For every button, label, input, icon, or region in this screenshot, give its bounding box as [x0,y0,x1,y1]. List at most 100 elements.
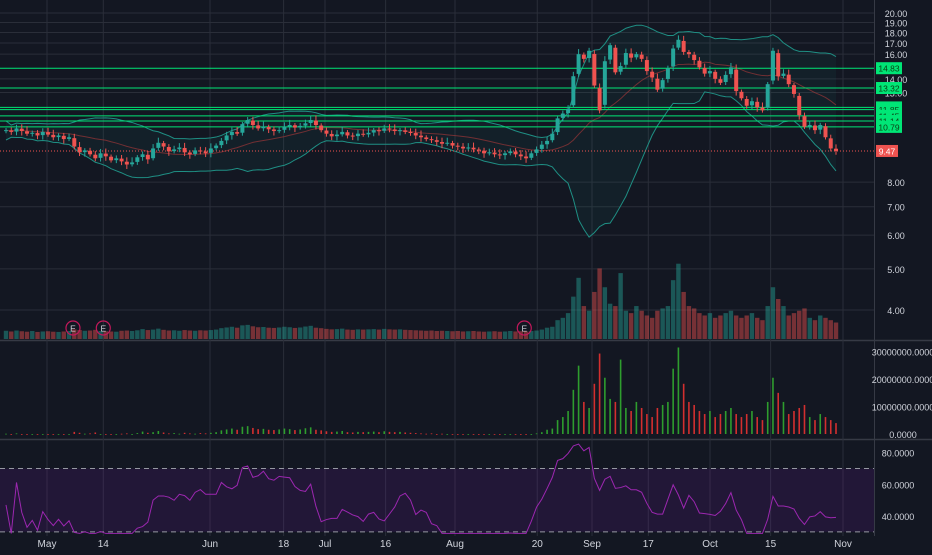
candle-body[interactable] [340,131,345,135]
candle-body[interactable] [592,53,597,86]
candle-body[interactable] [429,139,434,141]
candle-body[interactable] [786,74,791,85]
candle-body[interactable] [250,120,255,126]
candle-body[interactable] [229,131,234,136]
candle-body[interactable] [650,71,655,78]
candle-body[interactable] [271,129,276,132]
candle-body[interactable] [30,132,35,134]
candle-body[interactable] [791,85,796,94]
candle-body[interactable] [697,60,702,68]
candle-body[interactable] [503,153,508,156]
candle-body[interactable] [292,125,297,128]
candle-body[interactable] [802,116,807,127]
candle-body[interactable] [40,131,45,136]
candle-body[interactable] [681,40,686,52]
candle-body[interactable] [566,108,571,114]
earnings-marker[interactable] [95,320,111,336]
earnings-marker[interactable] [516,320,532,336]
candle-body[interactable] [382,128,387,131]
candle-body[interactable] [376,130,381,132]
candle-body[interactable] [256,125,261,129]
candle-body[interactable] [723,74,728,83]
candle-body[interactable] [760,107,765,111]
candle-body[interactable] [455,145,460,147]
candle-body[interactable] [277,130,282,132]
candle-body[interactable] [46,132,51,135]
candle-body[interactable] [214,145,219,149]
candle-body[interactable] [613,47,618,73]
candle-body[interactable] [707,71,712,74]
candle-body[interactable] [671,48,676,67]
candle-body[interactable] [313,120,318,126]
candle-body[interactable] [702,67,707,74]
candle-body[interactable] [156,142,161,148]
candle-body[interactable] [576,54,581,74]
candle-body[interactable] [14,128,19,132]
candle-body[interactable] [151,148,156,159]
candle-body[interactable] [240,124,245,133]
candle-body[interactable] [130,162,135,165]
candle-body[interactable] [403,130,408,132]
candle-body[interactable] [387,128,392,130]
candle-body[interactable] [718,79,723,83]
candle-body[interactable] [818,125,823,130]
candle-body[interactable] [471,147,476,150]
candle-body[interactable] [61,135,66,140]
candle-body[interactable] [303,123,308,126]
candle-body[interactable] [550,133,555,141]
candle-body[interactable] [235,132,240,134]
candle-body[interactable] [476,149,481,151]
candle-body[interactable] [665,68,670,79]
candle-body[interactable] [82,150,87,153]
candle-body[interactable] [208,148,213,153]
candle-body[interactable] [529,153,534,158]
candle-body[interactable] [334,134,339,137]
candle-body[interactable] [781,73,786,76]
candle-body[interactable] [534,149,539,153]
candle-body[interactable] [35,133,40,136]
candle-body[interactable] [298,125,303,128]
candle-body[interactable] [109,156,114,161]
candle-body[interactable] [193,150,198,154]
candle-body[interactable] [25,131,30,134]
candle-body[interactable] [655,78,660,90]
candle-body[interactable] [140,154,145,158]
candle-body[interactable] [524,156,529,159]
candle-body[interactable] [797,95,802,116]
candle-body[interactable] [4,130,8,132]
candle-body[interactable] [581,54,586,59]
candle-body[interactable] [686,52,691,55]
candle-body[interactable] [9,130,14,132]
candle-body[interactable] [350,135,355,137]
candle-body[interactable] [177,147,182,150]
candle-body[interactable] [834,148,838,151]
candle-body[interactable] [765,84,770,108]
candle-body[interactable] [828,138,833,149]
candle-body[interactable] [266,126,271,130]
candle-body[interactable] [124,161,129,165]
candle-body[interactable] [728,67,733,75]
candle-body[interactable] [361,133,366,135]
candle-body[interactable] [482,150,487,154]
candle-body[interactable] [56,135,61,138]
candle-body[interactable] [776,53,781,77]
candle-body[interactable] [770,50,775,81]
candle-body[interactable] [487,152,492,154]
candle-body[interactable] [744,99,749,106]
candle-body[interactable] [823,126,828,138]
candle-body[interactable] [355,133,360,137]
candle-body[interactable] [203,151,208,154]
candle-body[interactable] [287,125,292,127]
candle-body[interactable] [261,126,266,129]
candle-body[interactable] [413,133,418,136]
candle-body[interactable] [513,151,518,155]
candle-body[interactable] [440,142,445,144]
candle-body[interactable] [634,54,639,58]
candle-body[interactable] [545,140,550,145]
candle-body[interactable] [623,53,628,65]
candle-body[interactable] [676,39,681,48]
candle-body[interactable] [466,147,471,149]
candle-body[interactable] [198,150,203,152]
candle-body[interactable] [555,118,560,133]
